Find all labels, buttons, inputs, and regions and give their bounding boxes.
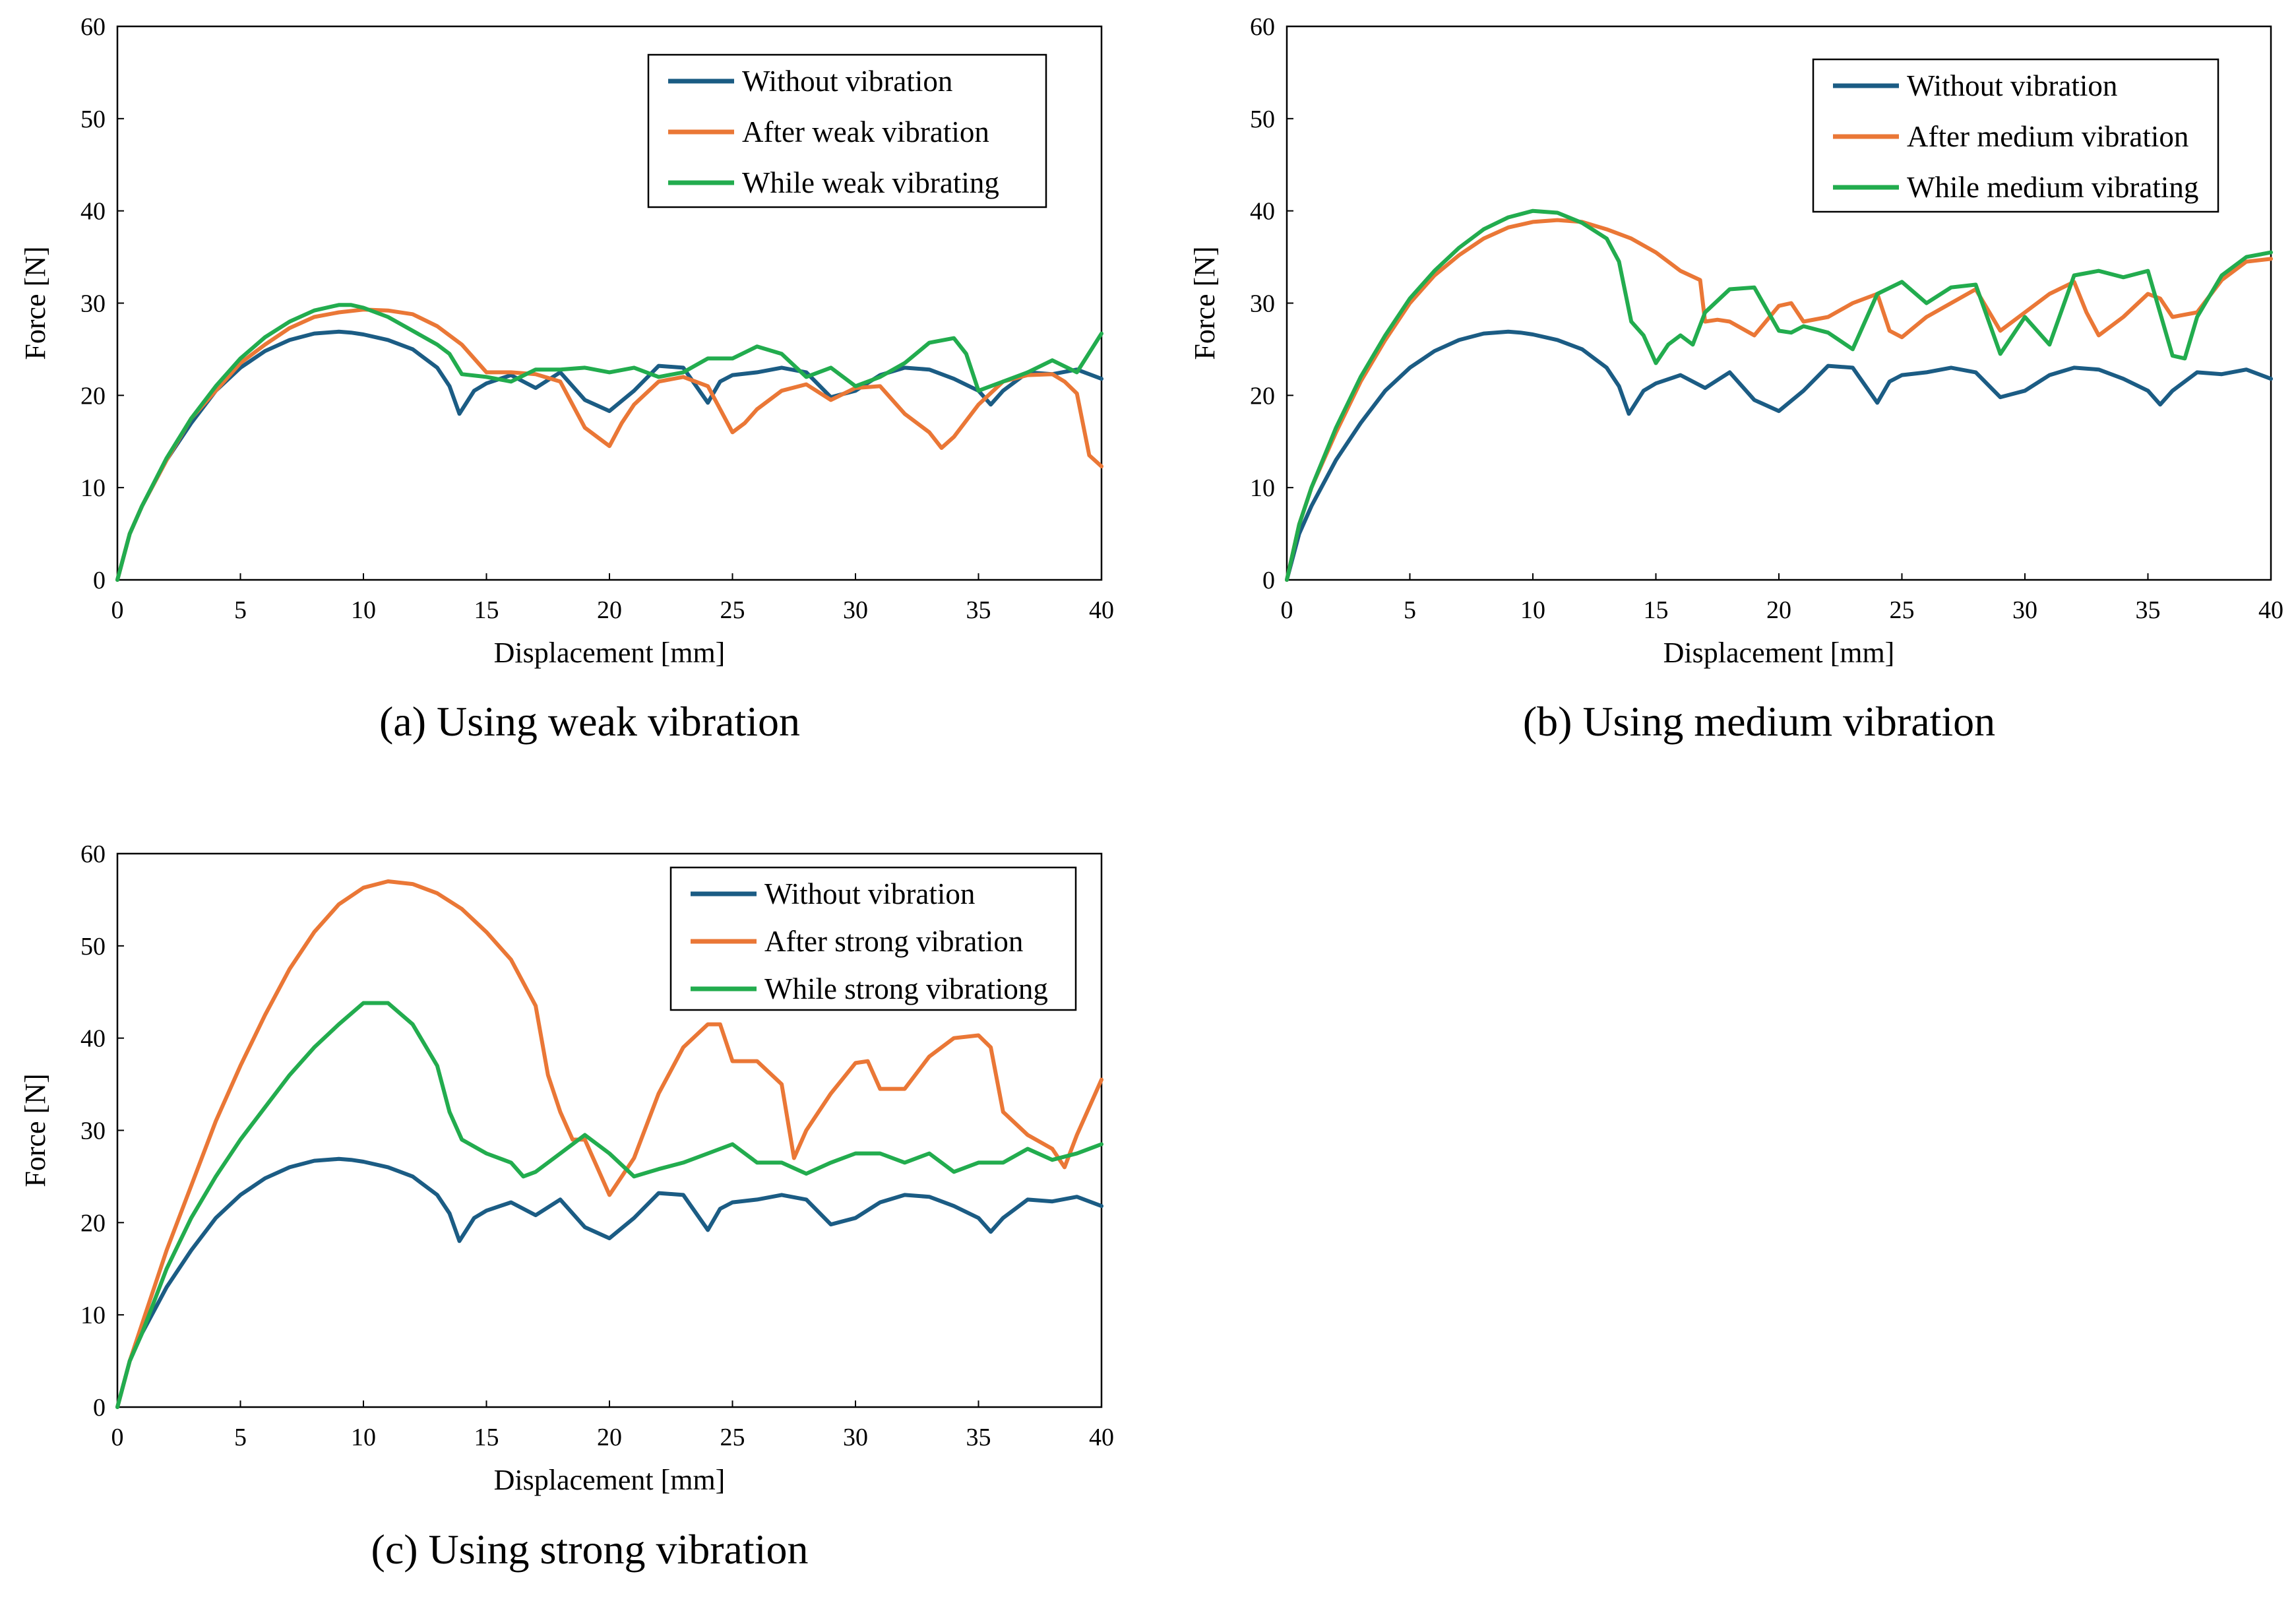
x-tick-label: 10: [1520, 596, 1545, 624]
series-line-without: [1285, 329, 2273, 582]
legend: Without vibration After strong vibration W…: [669, 866, 1077, 1011]
x-tick-label: 35: [966, 596, 991, 624]
x-tick-label: 20: [1766, 596, 1791, 624]
x-tick-label: 40: [2258, 596, 2283, 624]
legend: Without vibration After medium vibration W…: [1812, 58, 2219, 213]
y-tick-label: 60: [1250, 13, 1275, 41]
legend-label: Without vibration: [1907, 69, 2117, 102]
legend: Without vibration After weak vibration Whi…: [647, 53, 1047, 208]
series-line-after: [115, 879, 1103, 1409]
x-tick-label: 5: [234, 596, 247, 624]
x-tick-label: 25: [720, 1424, 745, 1451]
y-tick-label: 20: [1250, 382, 1275, 410]
x-axis-label: Displacement [mm]: [1663, 637, 1895, 669]
series-line-without: [115, 329, 1103, 582]
y-tick-label: 0: [1262, 567, 1275, 594]
chart-panel-c: 0 5 10 15 20 25 30 35 40 0 10 20 30 40 50 60 Displacemen…: [19, 840, 1114, 1573]
legend-label: Without vibration: [764, 877, 975, 910]
y-tick-label: 0: [93, 567, 106, 594]
legend-label: While weak vibrating: [742, 166, 999, 199]
y-axis-label: Force [N]: [19, 1073, 51, 1187]
y-axis-label: Force [N]: [1189, 246, 1221, 360]
y-tick-label: 60: [80, 840, 106, 868]
x-tick-label: 25: [1890, 596, 1915, 624]
x-axis-label: Displacement [mm]: [494, 1464, 726, 1496]
x-tick-label: 30: [843, 596, 868, 624]
x-tick-label: 10: [351, 1424, 376, 1451]
chart-panel-b: 0 5 10 15 20 25 30 35 40 0 10 20 30 40 50 60 Displacemen…: [1189, 13, 2283, 745]
x-tick-label: 15: [474, 596, 499, 624]
y-tick-label: 30: [80, 290, 106, 318]
y-tick-label: 20: [80, 1209, 106, 1237]
y-tick-label: 10: [80, 474, 106, 502]
x-tick-label: 30: [2012, 596, 2037, 624]
y-tick-label: 50: [1250, 106, 1275, 133]
y-tick-label: 30: [1250, 290, 1275, 318]
x-tick-label: 0: [111, 596, 124, 624]
legend-label: After weak vibration: [742, 115, 989, 148]
x-axis-label: Displacement [mm]: [494, 637, 726, 669]
legend-label: While medium vibrating: [1907, 171, 2198, 204]
x-tick-label: 20: [597, 1424, 622, 1451]
y-tick-label: 50: [80, 106, 106, 133]
x-tick-label: 35: [2136, 596, 2161, 624]
chart-panel-a: 0 5 10 15 20 25 30 35 40 0 10 20 30 40 50 60 Displacemen…: [19, 13, 1114, 745]
legend-label: After strong vibration: [764, 925, 1023, 958]
series-line-without: [115, 1156, 1103, 1409]
panel-caption: (a) Using weak vibration: [379, 698, 800, 745]
x-tick-label: 10: [351, 596, 376, 624]
series-line-while: [115, 303, 1103, 582]
y-tick-label: 60: [80, 13, 106, 41]
y-tick-label: 10: [1250, 474, 1275, 502]
x-tick-label: 15: [1644, 596, 1669, 624]
y-tick-label: 50: [80, 933, 106, 960]
series-line-while: [1285, 208, 2273, 582]
y-tick-label: 10: [80, 1302, 106, 1329]
y-tick-label: 40: [80, 198, 106, 226]
x-tick-label: 5: [234, 1424, 247, 1451]
x-tick-label: 20: [597, 596, 622, 624]
x-tick-label: 35: [966, 1424, 991, 1451]
series-line-after: [115, 307, 1103, 582]
legend-label: After medium vibration: [1907, 120, 2188, 153]
x-tick-label: 15: [474, 1424, 499, 1451]
legend-box: [669, 866, 1077, 1011]
series-line-after: [1285, 218, 2273, 582]
x-tick-label: 0: [111, 1424, 124, 1451]
x-tick-label: 40: [1089, 596, 1114, 624]
y-axis-label: Force [N]: [19, 246, 51, 360]
panel-caption: (b) Using medium vibration: [1523, 698, 1995, 745]
panel-caption: (c) Using strong vibration: [371, 1526, 809, 1573]
y-tick-label: 40: [1250, 198, 1275, 226]
y-tick-label: 20: [80, 382, 106, 410]
x-tick-label: 25: [720, 596, 745, 624]
x-tick-label: 5: [1404, 596, 1416, 624]
y-tick-label: 40: [80, 1025, 106, 1053]
legend-label: While strong vibrationg: [764, 972, 1048, 1005]
y-tick-label: 30: [80, 1117, 106, 1145]
x-tick-label: 0: [1281, 596, 1293, 624]
x-tick-label: 40: [1089, 1424, 1114, 1451]
y-tick-label: 0: [93, 1394, 106, 1422]
x-tick-label: 30: [843, 1424, 868, 1451]
legend-label: Without vibration: [742, 65, 952, 98]
series-line-while: [115, 1001, 1103, 1409]
